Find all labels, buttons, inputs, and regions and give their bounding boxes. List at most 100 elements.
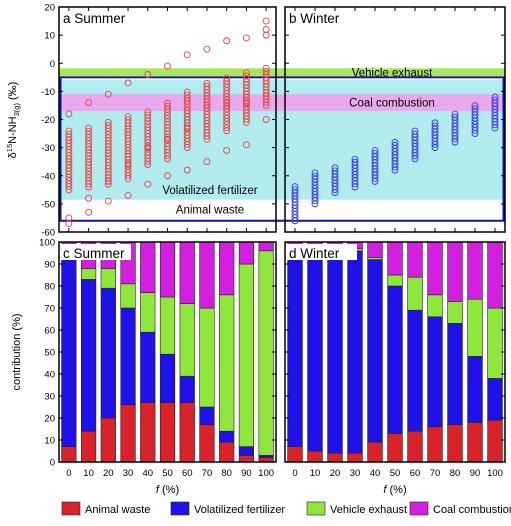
bar-segment-vehicle-exhaust bbox=[140, 292, 156, 333]
bar-segment-animal-waste bbox=[347, 452, 363, 463]
data-point bbox=[164, 102, 171, 110]
x-tick-label: 80 bbox=[221, 468, 232, 479]
bar-segment-animal-waste bbox=[367, 441, 383, 463]
data-point bbox=[331, 164, 339, 172]
data-point bbox=[262, 26, 270, 33]
data-point bbox=[144, 111, 152, 119]
bar-segment-animal-waste bbox=[199, 424, 215, 463]
bar-segment-vehicle-exhaust bbox=[387, 274, 403, 287]
y-axis-label-part: (‰) bbox=[7, 82, 19, 103]
data-point bbox=[242, 72, 250, 80]
x-tick-label: 90 bbox=[241, 468, 252, 479]
y-tick-label: -20 bbox=[41, 115, 55, 126]
data-point bbox=[351, 158, 359, 166]
data-point bbox=[371, 150, 379, 157]
bar-segment-volatilized-fertilizer bbox=[159, 353, 176, 403]
bar-segment-volatilized-fertilizer bbox=[258, 455, 274, 458]
y-tick-label: 30 bbox=[44, 392, 55, 403]
data-point bbox=[242, 141, 250, 149]
x-tick-label: 30 bbox=[123, 468, 134, 479]
y-tick-label: 10 bbox=[44, 436, 55, 447]
data-point bbox=[431, 119, 439, 127]
data-point bbox=[291, 186, 299, 194]
data-point bbox=[124, 161, 132, 168]
legend-swatch bbox=[61, 501, 81, 516]
data-point bbox=[311, 169, 319, 177]
x-label-rest: (%) bbox=[386, 484, 406, 496]
panel-title: c Summer bbox=[63, 246, 125, 261]
x-tick-label: 70 bbox=[202, 468, 213, 479]
bar-segment-coal-combustion bbox=[238, 241, 255, 265]
x-tick-label: 40 bbox=[142, 468, 153, 479]
x-tick-label: 50 bbox=[162, 468, 173, 479]
bar-segment-animal-waste bbox=[159, 402, 176, 463]
bar-segment-vehicle-exhaust bbox=[80, 268, 97, 280]
label-volatilized-fertilizer: Volatilized fertilizer bbox=[162, 185, 257, 197]
bar-segment-volatilized-fertilizer bbox=[427, 316, 443, 428]
bar-segment-animal-waste bbox=[427, 426, 443, 463]
data-point bbox=[183, 166, 191, 174]
data-point bbox=[104, 177, 112, 185]
data-point bbox=[451, 110, 459, 118]
x-axis-label: f (%) bbox=[156, 484, 179, 496]
data-point bbox=[411, 130, 419, 138]
legend-swatch bbox=[409, 501, 429, 516]
data-point bbox=[262, 17, 270, 25]
data-point bbox=[203, 80, 211, 87]
x-tick-label: 60 bbox=[182, 468, 193, 479]
bar-segment-vehicle-exhaust bbox=[238, 263, 255, 447]
legend-label: Vehicle exhaust bbox=[330, 504, 407, 516]
y-tick-label: 40 bbox=[44, 370, 55, 381]
x-tick-label: 70 bbox=[430, 468, 441, 479]
data-point bbox=[431, 122, 439, 130]
data-point bbox=[491, 93, 499, 101]
panel-title: b Winter bbox=[289, 11, 340, 26]
bar-segment-coal-combustion bbox=[467, 241, 483, 300]
y-axis-label-contribution: contribution (%) bbox=[11, 313, 23, 390]
label-coal-combustion: Coal combustion bbox=[349, 98, 435, 110]
bar-segment-coal-combustion bbox=[179, 241, 195, 304]
x-tick-label: 0 bbox=[66, 468, 71, 479]
data-point bbox=[351, 155, 359, 163]
data-point bbox=[223, 99, 231, 107]
bar-segment-volatilized-fertilizer bbox=[347, 250, 363, 454]
data-point bbox=[223, 77, 231, 85]
bar-segment-vehicle-exhaust bbox=[120, 283, 136, 309]
x-label-rest: (%) bbox=[159, 484, 179, 496]
bar-segment-coal-combustion bbox=[140, 241, 156, 293]
legend-label: Animal waste bbox=[85, 504, 150, 516]
panel-c-summer-stacked-bars: 0 10 20 30 40 50 60 70 80 90 100 0 10 20 30 40 50 60 70 80 9… bbox=[11, 238, 277, 496]
bar-segment-volatilized-fertilizer bbox=[387, 285, 403, 434]
bar-segment-animal-waste bbox=[327, 452, 343, 463]
bar-segment-volatilized-fertilizer bbox=[467, 356, 483, 423]
data-point bbox=[262, 31, 270, 39]
data-point bbox=[85, 124, 93, 132]
data-point bbox=[85, 127, 93, 135]
bar-segment-volatilized-fertilizer bbox=[447, 323, 463, 425]
bar-segment-vehicle-exhaust bbox=[159, 296, 176, 355]
bar-segment-vehicle-exhaust bbox=[100, 268, 116, 289]
legend-label: Coal combustion bbox=[433, 504, 511, 516]
bar-segment-animal-waste bbox=[219, 441, 235, 463]
data-point bbox=[262, 116, 270, 123]
x-tick-label: 20 bbox=[103, 468, 114, 479]
data-point bbox=[183, 124, 191, 132]
y-tick-label: 10 bbox=[44, 31, 55, 42]
bar-segment-vehicle-exhaust bbox=[258, 250, 274, 456]
data-point bbox=[65, 127, 73, 135]
data-point bbox=[223, 37, 231, 45]
y-axis-label-part: δ bbox=[7, 152, 19, 158]
data-point bbox=[144, 144, 152, 152]
bar-segment-animal-waste bbox=[120, 404, 136, 463]
bar-segment-vehicle-exhaust bbox=[447, 301, 463, 324]
data-point bbox=[85, 99, 93, 107]
y-tick-label: 50 bbox=[44, 348, 55, 359]
bar-segment-coal-combustion bbox=[199, 241, 215, 309]
data-point bbox=[491, 96, 499, 104]
bar-segment-volatilized-fertilizer bbox=[238, 446, 255, 456]
bar-segment-volatilized-fertilizer bbox=[287, 257, 303, 447]
bar-segment-coal-combustion bbox=[159, 241, 176, 298]
data-point bbox=[242, 34, 250, 42]
data-point bbox=[164, 172, 171, 180]
data-point bbox=[104, 90, 112, 98]
